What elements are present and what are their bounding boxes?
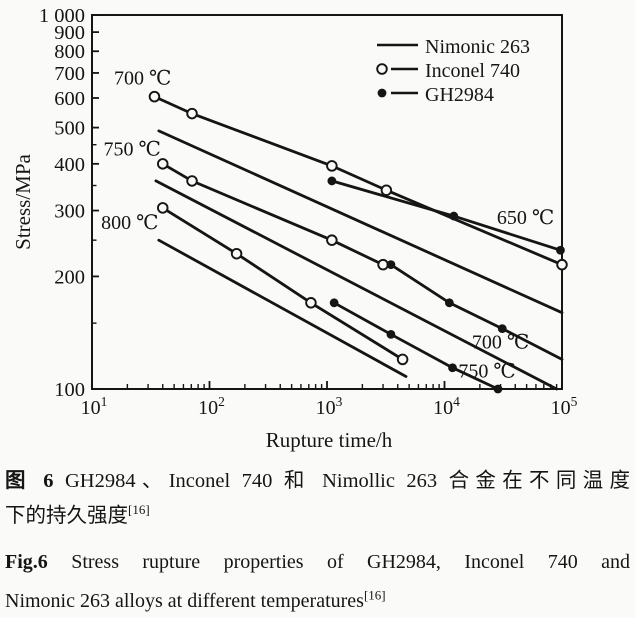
temperature-label: 750 ℃ bbox=[104, 138, 161, 160]
temperature-label: 650 ℃ bbox=[497, 207, 554, 229]
caption-en-line1-text: Stress rupture properties of GH2984, Inc… bbox=[71, 551, 631, 573]
series-line bbox=[154, 179, 558, 391]
caption-zh-line2: 下的持久强度[16] bbox=[5, 503, 630, 529]
open-circle-data-marker bbox=[380, 184, 393, 196]
filled-circle-data-marker bbox=[493, 384, 503, 394]
legend-label: GH2984 bbox=[425, 84, 494, 106]
y-tick-label: 100 bbox=[54, 379, 85, 401]
open-circle-data-marker bbox=[396, 353, 409, 366]
caption-en-line2-text: Nimonic 263 alloys at different temperat… bbox=[5, 590, 364, 612]
caption-en-line1: Fig.6 Stress rupture properties of GH298… bbox=[5, 549, 630, 575]
y-tick-label: 600 bbox=[54, 88, 85, 110]
legend-label: Nimonic 263 bbox=[425, 36, 530, 58]
filled-circle-data-marker bbox=[386, 329, 396, 339]
open-circle-data-marker bbox=[326, 160, 338, 172]
open-circle-data-marker bbox=[148, 90, 161, 103]
x-axis-title: Rupture time/h bbox=[266, 428, 393, 452]
y-axis-title: Stress/MPa bbox=[11, 153, 35, 249]
y-tick-label: 800 bbox=[54, 41, 85, 63]
open-circle-data-marker bbox=[186, 107, 198, 120]
filled-circle-data-marker bbox=[327, 176, 337, 186]
y-tick-label: 700 bbox=[54, 63, 85, 85]
caption-zh-figure-number: 图 6 bbox=[5, 470, 54, 492]
legend-open-circle-marker bbox=[376, 63, 388, 75]
caption-zh-line1-text: GH2984、Inconel 740 和 Nimollic 263 合金在不同温… bbox=[64, 470, 631, 492]
caption-en-figure-number: Fig.6 bbox=[5, 551, 48, 573]
open-circle-data-marker bbox=[377, 258, 389, 271]
filled-circle-data-marker bbox=[497, 324, 507, 334]
series-line bbox=[332, 301, 500, 391]
temperature-label: 700 ℃ bbox=[114, 68, 171, 90]
x-tick-label: 102 bbox=[198, 394, 225, 419]
series-line bbox=[157, 238, 408, 378]
series-line bbox=[161, 162, 385, 267]
filled-circle-data-marker bbox=[449, 211, 459, 221]
y-tick-label: 200 bbox=[54, 266, 85, 288]
open-circle-data-marker bbox=[305, 297, 317, 309]
caption-en-line2: Nimonic 263 alloys at different temperat… bbox=[5, 588, 630, 614]
series-line bbox=[157, 129, 564, 315]
open-circle-data-marker bbox=[156, 202, 169, 214]
figure-caption: 图 6 GH2984、Inconel 740 和 Nimollic 263 合金… bbox=[5, 468, 630, 614]
series-line bbox=[389, 263, 564, 361]
filled-circle-data-marker bbox=[444, 298, 454, 308]
x-tick-label: 103 bbox=[316, 394, 343, 419]
filled-circle-data-marker bbox=[448, 363, 457, 373]
open-circle-data-marker bbox=[230, 247, 243, 260]
caption-en-reference: [16] bbox=[363, 587, 386, 603]
y-tick-label: 400 bbox=[54, 154, 85, 176]
x-tick-label: 104 bbox=[433, 394, 460, 419]
open-circle-data-marker bbox=[326, 234, 338, 246]
open-circle-data-marker bbox=[556, 258, 568, 271]
caption-zh-line1: 图 6 GH2984、Inconel 740 和 Nimollic 263 合金… bbox=[5, 468, 630, 494]
y-tick-label: 300 bbox=[54, 201, 85, 223]
y-tick-label: 900 bbox=[54, 22, 85, 44]
y-tick-label: 1 000 bbox=[39, 5, 85, 27]
temperature-label: 700 ℃ bbox=[472, 331, 529, 353]
filled-circle-data-marker bbox=[386, 260, 396, 270]
temperature-label: 750 ℃ bbox=[458, 361, 515, 383]
legend-filled-circle-marker bbox=[377, 88, 387, 98]
caption-zh-line2-text: 下的持久强度 bbox=[5, 505, 128, 527]
x-tick-label: 105 bbox=[551, 394, 578, 419]
filled-circle-data-marker bbox=[556, 245, 565, 255]
legend-label: Inconel 740 bbox=[425, 60, 520, 82]
open-circle-data-marker bbox=[156, 158, 169, 170]
x-tick-label: 101 bbox=[81, 394, 108, 419]
series-line bbox=[161, 206, 404, 361]
temperature-label: 800 ℃ bbox=[101, 212, 158, 234]
open-circle-data-marker bbox=[186, 175, 198, 187]
caption-zh-reference: [16] bbox=[128, 502, 150, 518]
y-tick-label: 500 bbox=[54, 118, 85, 140]
filled-circle-data-marker bbox=[329, 298, 339, 308]
